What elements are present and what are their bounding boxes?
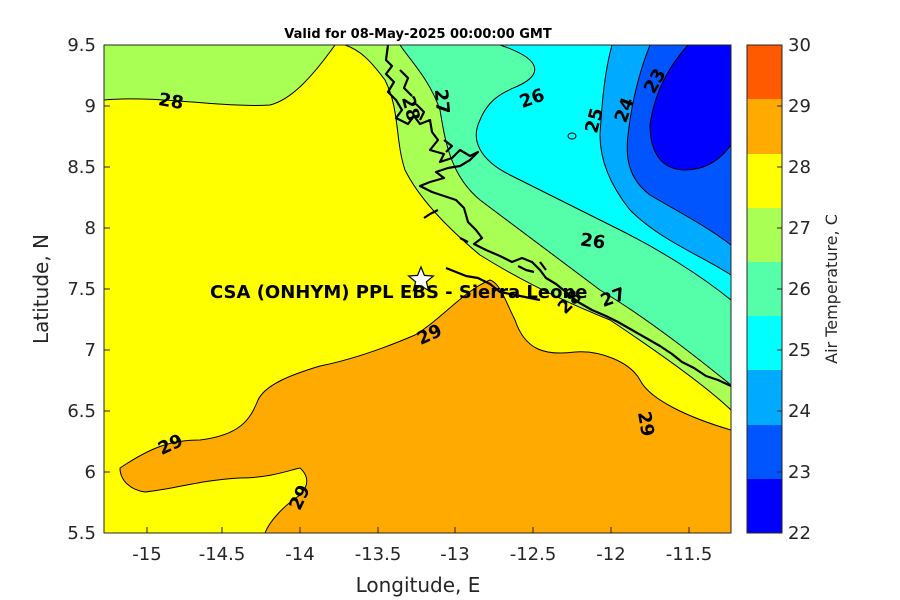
colorbar-band — [747, 370, 782, 425]
contour-line-25 — [475, 45, 731, 301]
x-tick-label: -14 — [285, 544, 314, 565]
coastline-inlet-south — [423, 209, 439, 219]
colorbar-tick-label: 22 — [788, 523, 811, 544]
coastline-inlet-freetown — [415, 103, 426, 121]
band-21-22 — [650, 45, 731, 170]
contour-line-23 — [626, 45, 731, 246]
x-tick-label: -15 — [132, 544, 161, 565]
contour-label: 29 — [633, 410, 658, 438]
y-tick-label: 6.5 — [67, 401, 96, 422]
colorbar: 30 29 28 27 26 25 24 23 22 Air Temperatu… — [746, 35, 841, 544]
x-tick-label: -12 — [596, 544, 625, 565]
contour-ring — [567, 132, 577, 140]
x-axis-label: Longitude, E — [356, 573, 481, 597]
contour-label: 26 — [579, 229, 607, 253]
coastline-inlet-north — [399, 69, 413, 97]
coastline-inlet-center — [443, 139, 454, 153]
x-tick-label: -13.5 — [355, 544, 402, 565]
colorbar-label: Air Temperature, C — [822, 214, 841, 364]
colorbar-tick-label: 23 — [788, 462, 811, 483]
x-tick-label: -12.5 — [510, 544, 557, 565]
colorbar-tick-label: 26 — [788, 279, 811, 300]
contour-line-22 — [649, 45, 731, 171]
y-tick-label: 7 — [85, 340, 96, 361]
y-tick-label: 9 — [85, 96, 96, 117]
coastline-inlet-sherbro — [517, 265, 535, 274]
colorbar-tick-label: 30 — [788, 35, 811, 56]
contour-line-28 — [119, 279, 731, 533]
band-26-27-northwest — [104, 45, 335, 106]
x-tick-label: -14.5 — [199, 544, 246, 565]
colorbar-band — [747, 208, 782, 262]
x-axis: -15 -14.5 -14 -13.5 -13 -12.5 -12 -11.5 … — [132, 527, 712, 597]
colorbar-tick-label: 29 — [788, 96, 811, 117]
x-tick-label: -11.5 — [666, 544, 713, 565]
contour-label: 28 — [157, 89, 185, 114]
y-axis-label: Latitude, N — [29, 234, 53, 344]
band-28-29 — [104, 280, 731, 533]
colorbar-band — [747, 154, 782, 208]
contour-line-27-coastal — [344, 45, 731, 411]
contour-line-26 — [399, 45, 731, 386]
colorbar-band — [747, 425, 782, 479]
y-tick-label: 8 — [85, 218, 96, 239]
x-tick-label: -13 — [440, 544, 469, 565]
map-title: Valid for 08-May-2025 00:00:00 GMT — [284, 27, 552, 42]
colorbar-tick-label: 27 — [788, 218, 811, 239]
coastline-sherbro — [445, 266, 541, 302]
y-tick-label: 5.5 — [67, 523, 96, 544]
colorbar-band — [747, 262, 782, 316]
colorbar-band — [747, 99, 782, 154]
contour-line-27 — [104, 45, 336, 106]
y-axis: 9.5 9 8.5 8 7.5 7 6.5 6 5.5 Latitude, N — [29, 35, 110, 544]
colorbar-band — [747, 479, 782, 533]
coastline-islet — [459, 237, 469, 243]
star-icon — [407, 265, 435, 292]
colorbar-band — [747, 316, 782, 370]
y-tick-label: 7.5 — [67, 279, 96, 300]
colorbar-tick-label: 28 — [788, 157, 811, 178]
colorbar-tick-label: 24 — [788, 401, 811, 422]
coastline-main — [384, 45, 731, 387]
coastline-inlet-east — [539, 261, 547, 271]
station-label: CSA (ONHYM) PPL EBS - Sierra Leone — [210, 282, 587, 303]
y-tick-label: 9.5 — [67, 35, 96, 56]
y-tick-label: 8.5 — [67, 157, 96, 178]
contour-label: 27 — [430, 88, 453, 115]
colorbar-band — [747, 45, 782, 99]
contour-line-24 — [599, 45, 731, 276]
y-tick-label: 6 — [85, 462, 96, 483]
colorbar-tick-label: 25 — [788, 340, 811, 361]
map-plot-area — [104, 45, 731, 533]
